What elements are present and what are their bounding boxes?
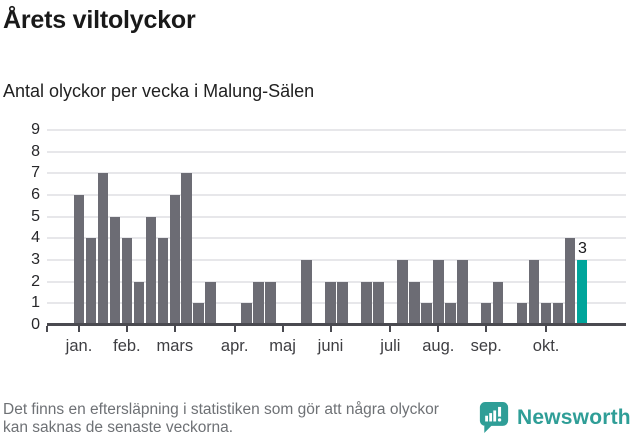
gridline — [47, 302, 626, 305]
month-label: mars — [156, 337, 194, 355]
footnote: Det finns en eftersläpning i statistiken… — [3, 401, 439, 436]
logo-exclamation-dot — [497, 418, 502, 422]
month-tick — [485, 326, 488, 332]
bar — [121, 238, 133, 325]
y-axis-label: 8 — [31, 142, 40, 160]
newsworthy-logo: Newsworthy — [479, 401, 631, 434]
bar — [301, 260, 312, 325]
highlighted-bar — [576, 260, 588, 325]
bar — [397, 260, 408, 325]
y-axis-label: 5 — [31, 207, 40, 225]
newsworthy-logo-icon — [479, 402, 509, 433]
bar — [409, 281, 420, 325]
bar — [73, 195, 85, 325]
bar — [337, 281, 348, 325]
axis-origin-tick — [46, 326, 48, 332]
x-axis-line — [47, 323, 626, 326]
month-tick — [233, 326, 236, 332]
bar — [133, 281, 145, 325]
bar — [193, 303, 205, 325]
bar — [552, 303, 564, 325]
bar — [421, 303, 432, 325]
month-tick — [329, 326, 332, 332]
bar — [480, 303, 492, 325]
y-axis-label: 4 — [31, 229, 40, 247]
month-label: feb. — [113, 337, 141, 355]
gridline — [47, 259, 626, 261]
chart-title: Årets viltolyckor — [3, 6, 196, 34]
y-axis-label: 1 — [31, 294, 40, 312]
bar — [325, 281, 336, 325]
bar — [145, 216, 157, 325]
y-axis-label: 2 — [31, 272, 40, 290]
month-label: aug. — [422, 337, 455, 355]
y-axis-label: 3 — [31, 251, 40, 268]
y-axis-label: 6 — [31, 186, 40, 203]
logo-exclamation-stem — [498, 406, 502, 417]
gridline — [47, 280, 626, 283]
gridline — [47, 150, 626, 153]
gridline — [47, 172, 626, 175]
month-label: apr. — [220, 337, 249, 355]
bar — [540, 303, 552, 325]
bar — [528, 260, 540, 325]
month-tick — [437, 326, 440, 332]
month-label: okt. — [532, 337, 560, 355]
bar — [373, 281, 384, 325]
gridline — [47, 129, 626, 131]
logo-bar-1 — [485, 415, 488, 422]
bar — [109, 216, 121, 325]
month-label: juni — [317, 337, 344, 355]
bar — [253, 281, 264, 325]
bar — [444, 303, 456, 325]
month-tick — [389, 326, 392, 332]
bar — [157, 238, 169, 325]
y-axis-label: 0 — [31, 316, 40, 333]
bar — [361, 281, 372, 325]
month-tick — [125, 326, 128, 332]
bar — [181, 173, 193, 325]
chart-subtitle: Antal olyckor per vecka i Malung-Sälen — [3, 81, 315, 101]
gridline — [47, 237, 626, 240]
y-axis-label: 7 — [31, 164, 40, 182]
gridline — [47, 215, 626, 218]
bar — [265, 281, 276, 325]
bar — [205, 281, 217, 325]
bar — [169, 195, 181, 325]
month-tick — [281, 326, 284, 332]
bar — [564, 238, 576, 325]
month-tick — [545, 326, 548, 332]
logo-bar-3 — [493, 410, 497, 422]
logo-bar-2 — [489, 413, 493, 422]
month-label: maj — [269, 337, 296, 355]
bar — [432, 260, 444, 325]
bar — [85, 238, 97, 325]
bar — [492, 281, 504, 325]
bar-value-label: 3 — [578, 240, 587, 257]
month-tick — [173, 326, 176, 332]
bar — [241, 303, 252, 325]
bar — [456, 260, 468, 325]
gridline — [47, 194, 626, 196]
y-axis-label: 9 — [31, 121, 40, 138]
month-label: sep. — [470, 337, 502, 355]
bar — [97, 173, 109, 325]
newsworthy-brand-text: Newsworthy — [517, 405, 631, 429]
bar — [516, 303, 528, 325]
month-label: jan. — [65, 337, 93, 355]
month-tick — [77, 326, 80, 332]
month-label: juli — [380, 337, 401, 355]
